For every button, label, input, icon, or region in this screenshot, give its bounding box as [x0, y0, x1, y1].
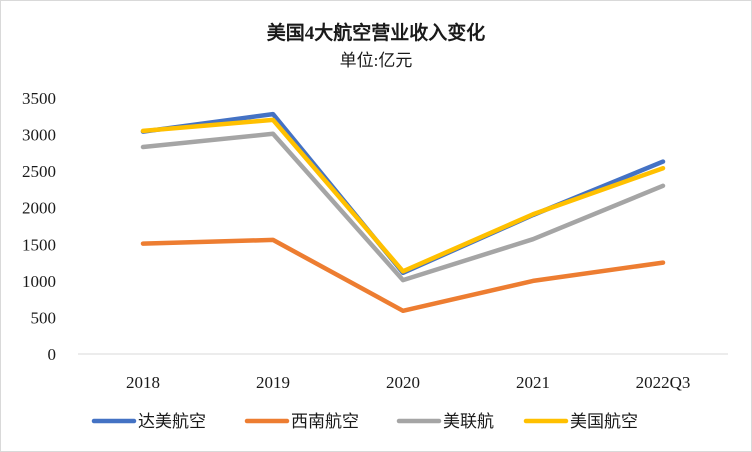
x-axis: 2018 2019 2020 2021 2022Q3 — [78, 353, 728, 392]
legend: 达美航空 西南航空 美联航 美国航空 — [91, 412, 638, 431]
series-lines — [140, 111, 666, 314]
y-tick-label: 500 — [31, 308, 57, 327]
legend-label-1: 西南航空 — [291, 412, 359, 431]
y-tick-label: 3000 — [22, 126, 56, 145]
x-tick-label: 2021 — [516, 373, 550, 392]
series-line-3 — [140, 117, 666, 274]
y-axis: 0 500 1000 1500 2000 2500 3000 3500 — [22, 89, 56, 364]
y-tick-label: 2500 — [22, 162, 56, 181]
y-tick-label: 1500 — [22, 235, 56, 254]
y-tick-label: 2000 — [22, 199, 56, 218]
legend-label-0: 达美航空 — [138, 412, 206, 431]
x-tick-label: 2019 — [256, 373, 290, 392]
x-tick-label: 2018 — [126, 373, 160, 392]
chart-title: 美国4大航空营业收入变化 — [266, 23, 486, 44]
legend-label-2: 美联航 — [443, 412, 494, 431]
series-line-2 — [140, 131, 666, 283]
x-tick-label: 2020 — [386, 373, 420, 392]
y-tick-label: 1000 — [22, 272, 56, 291]
series-line-1 — [140, 237, 666, 314]
x-tick-label: 2022Q3 — [636, 373, 691, 392]
y-tick-label: 0 — [48, 345, 57, 364]
legend-label-3: 美国航空 — [570, 412, 638, 431]
chart-subtitle: 单位:亿元 — [339, 51, 413, 70]
y-tick-label: 3500 — [22, 89, 56, 108]
